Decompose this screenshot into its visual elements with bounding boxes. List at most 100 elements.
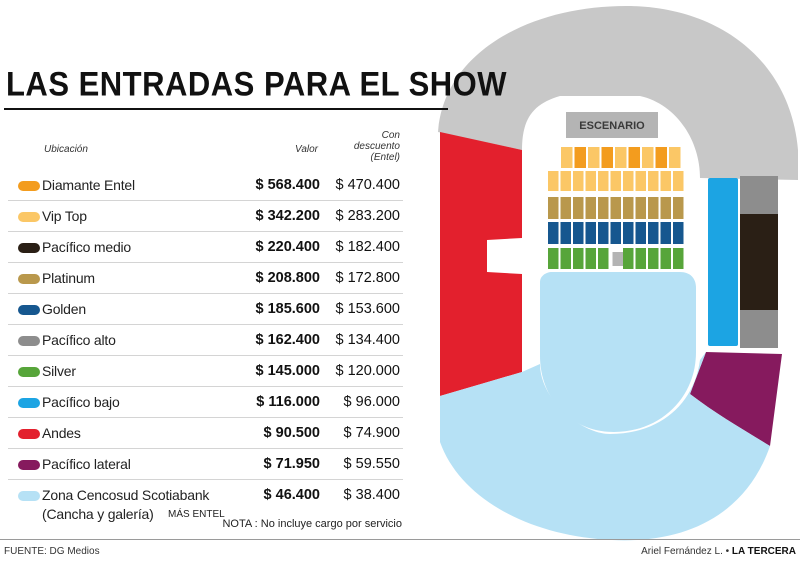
zone-swatch bbox=[18, 305, 40, 315]
zone-name: Vip Top bbox=[42, 208, 87, 224]
platinum-seat-block bbox=[573, 197, 584, 219]
zone-discount-price: $ 172.800 bbox=[335, 270, 400, 286]
diamante-seat-block bbox=[655, 147, 667, 168]
zone-price: $ 116.000 bbox=[256, 394, 320, 410]
author-credit: Ariel Fernández L. • LA TERCERA bbox=[590, 546, 796, 557]
golden-seat-block bbox=[573, 222, 584, 244]
vip-top-seat-block bbox=[673, 171, 684, 191]
zone-pacifico-medio bbox=[740, 214, 778, 310]
zone-discount-price: $ 182.400 bbox=[335, 239, 400, 255]
zone-cancha-galeria bbox=[440, 352, 770, 541]
table-row: Andes $ 90.500 $ 74.900 bbox=[8, 418, 403, 449]
diamante-seat-block bbox=[669, 147, 681, 168]
diamante-seat-block bbox=[574, 147, 586, 168]
zone-name: Platinum bbox=[42, 270, 95, 286]
header-price: Valor bbox=[295, 144, 318, 155]
source-credit: FUENTE: DG Medios bbox=[4, 546, 100, 557]
zone-name: Diamante Entel bbox=[42, 177, 135, 193]
vip-top-seat-block bbox=[660, 171, 671, 191]
golden-seat-block bbox=[548, 222, 559, 244]
zone-price: $ 342.200 bbox=[255, 208, 320, 224]
table-row: Diamante Entel $ 568.400 $ 470.400 bbox=[8, 170, 403, 201]
zone-name: Pacífico medio bbox=[42, 239, 132, 255]
zone-price: $ 145.000 bbox=[255, 363, 320, 379]
header-location: Ubicación bbox=[44, 144, 88, 155]
golden-seat-block bbox=[648, 222, 659, 244]
zone-discount-price: $ 134.400 bbox=[335, 332, 400, 348]
zone-swatch bbox=[18, 181, 40, 191]
platinum-seat-block bbox=[610, 197, 621, 219]
zone-discount-price: $ 74.900 bbox=[343, 425, 400, 441]
platinum-seat-block bbox=[635, 197, 646, 219]
zone-swatch bbox=[18, 212, 40, 222]
diamante-seat-block bbox=[615, 147, 627, 168]
zone-pacifico-alto-top bbox=[740, 176, 778, 214]
golden-seat-block bbox=[660, 222, 671, 244]
vip-top-seat-block bbox=[623, 171, 634, 191]
table-row: Silver $ 145.000 $ 120.000 bbox=[8, 356, 403, 387]
silver-seat-block bbox=[648, 248, 659, 269]
table-row: Pacífico lateral $ 71.950 $ 59.550 bbox=[8, 449, 403, 480]
table-row: Pacífico alto $ 162.400 $ 134.400 bbox=[8, 325, 403, 356]
platinum-seat-block bbox=[598, 197, 609, 219]
outlet-name: LA TERCERA bbox=[731, 546, 796, 557]
zone-pacifico-alto-bottom bbox=[740, 310, 778, 348]
zone-swatch bbox=[18, 336, 40, 346]
diamante-seat-block bbox=[628, 147, 640, 168]
vip-top-seat-block bbox=[548, 171, 559, 191]
zone-discount-price: $ 283.200 bbox=[335, 208, 400, 224]
zone-discount-price: $ 470.400 bbox=[335, 177, 400, 193]
platinum-seat-block bbox=[548, 197, 559, 219]
silver-seat-block bbox=[635, 248, 646, 269]
price-table: Diamante Entel $ 568.400 $ 470.400 Vip T… bbox=[8, 170, 403, 528]
zone-swatch bbox=[18, 429, 40, 439]
zone-name: Zona Cencosud Scotiabank bbox=[42, 487, 210, 503]
golden-seat-block bbox=[623, 222, 634, 244]
header-discount-line: Con bbox=[381, 130, 400, 141]
diamante-seat-block bbox=[588, 147, 600, 168]
zone-name: Pacífico bajo bbox=[42, 394, 120, 410]
zone-price: $ 568.400 bbox=[255, 177, 320, 193]
header-discount: Con descuento (Entel) bbox=[334, 130, 400, 163]
zone-name: Pacífico lateral bbox=[42, 456, 131, 472]
vip-top-seat-block bbox=[585, 171, 596, 191]
silver-seat-block bbox=[573, 248, 584, 269]
zone-extra-note: MÁS ENTEL bbox=[168, 509, 225, 520]
vip-top-seat-block bbox=[560, 171, 571, 191]
silver-seat-block bbox=[585, 248, 596, 269]
zone-discount-price: $ 38.400 bbox=[343, 487, 400, 503]
zone-name-line2: (Cancha y galería) bbox=[42, 506, 154, 522]
zone-discount-price: $ 59.550 bbox=[343, 456, 400, 472]
zone-price: $ 90.500 bbox=[263, 425, 320, 441]
zone-pacifico-lateral bbox=[690, 352, 782, 446]
table-row: Vip Top $ 342.200 $ 283.200 bbox=[8, 201, 403, 232]
zone-price: $ 71.950 bbox=[263, 456, 320, 472]
golden-seat-block bbox=[610, 222, 621, 244]
zone-swatch bbox=[18, 398, 40, 408]
zone-name: Silver bbox=[42, 363, 76, 379]
table-row: Zona Cencosud Scotiabank (Cancha y galer… bbox=[8, 480, 403, 528]
zone-discount-price: $ 153.600 bbox=[335, 301, 400, 317]
stage-label: ESCENARIO bbox=[579, 120, 645, 132]
vip-top-seat-block bbox=[648, 171, 659, 191]
header-discount-line: (Entel) bbox=[370, 152, 400, 163]
zone-swatch bbox=[18, 367, 40, 377]
platinum-seat-block bbox=[560, 197, 571, 219]
zone-swatch bbox=[18, 274, 40, 284]
silver-seat-block bbox=[560, 248, 571, 269]
zone-discount-price: $ 96.000 bbox=[343, 394, 400, 410]
zone-name: Pacífico alto bbox=[42, 332, 116, 348]
silver-seat-block bbox=[598, 248, 609, 269]
zone-price: $ 46.400 bbox=[263, 487, 320, 503]
seat-grid bbox=[548, 147, 684, 269]
golden-seat-block bbox=[673, 222, 684, 244]
zone-pacifico-bajo bbox=[708, 178, 738, 346]
silver-seat-block bbox=[660, 248, 671, 269]
zone-price: $ 162.400 bbox=[255, 332, 320, 348]
diamante-seat-block bbox=[561, 147, 573, 168]
diamante-seat-block bbox=[601, 147, 613, 168]
table-row: Pacífico medio $ 220.400 $ 182.400 bbox=[8, 232, 403, 263]
golden-seat-block bbox=[598, 222, 609, 244]
zone-andes bbox=[440, 132, 522, 396]
